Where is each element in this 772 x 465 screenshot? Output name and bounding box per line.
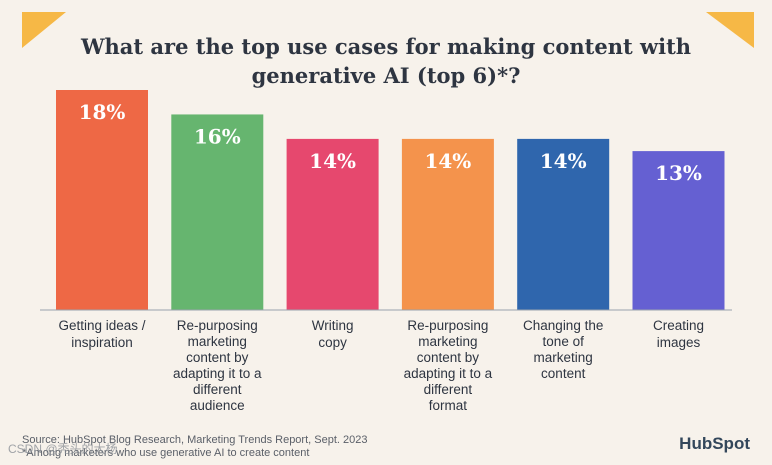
category-label-line: format xyxy=(429,398,468,413)
category-label-1: Getting ideas / inspiration xyxy=(58,318,145,350)
csdn-watermark: CSDN @秃头的大杨 xyxy=(8,442,118,456)
data-label-2: 16% xyxy=(194,124,241,148)
chart-title: What are the top use cases for making co… xyxy=(80,34,692,88)
data-label-5: 14% xyxy=(540,149,587,173)
category-label-line: marketing xyxy=(418,334,477,349)
category-label-line: tone of xyxy=(543,334,585,349)
category-label-line: inspiration xyxy=(71,335,133,350)
bar-4 xyxy=(401,138,494,310)
data-label-1: 18% xyxy=(79,100,126,124)
hubspot-logo: HubSpot xyxy=(679,434,750,453)
category-label-line: different xyxy=(424,382,473,397)
category-label-line: different xyxy=(193,382,242,397)
bar-3 xyxy=(286,138,379,310)
bar-5 xyxy=(517,138,610,310)
category-label-line: adapting it to a xyxy=(173,366,262,381)
category-label-line: copy xyxy=(318,335,347,350)
source-note: Source: HubSpot Blog Research, Marketing… xyxy=(22,434,367,460)
category-label-line: Writing xyxy=(312,318,354,333)
source-text: Source: HubSpot Blog Research, Marketing… xyxy=(22,434,368,446)
data-label-4: 14% xyxy=(424,149,471,173)
category-label-line: images xyxy=(657,335,701,350)
category-label-line: marketing xyxy=(188,334,247,349)
data-label-6: 13% xyxy=(655,161,702,185)
category-label-line: Re-purposing xyxy=(177,318,258,333)
category-label-5: Changing the tone of marketing content xyxy=(523,318,603,381)
category-label-line: Getting ideas / xyxy=(58,318,145,333)
category-label-line: content by xyxy=(186,350,249,365)
category-label-line: audience xyxy=(190,398,245,413)
category-label-line: content by xyxy=(417,350,480,365)
bar-2 xyxy=(171,114,264,310)
category-label-line: Changing the xyxy=(523,318,603,333)
data-label-3: 14% xyxy=(309,149,356,173)
corner-triangle-right xyxy=(706,12,754,48)
footnote-text: *Among marketers who use generative AI t… xyxy=(22,447,310,459)
category-label-6: Creating images xyxy=(653,318,704,350)
category-label-line: Creating xyxy=(653,318,704,333)
bar-1 xyxy=(56,90,148,310)
bar-6 xyxy=(632,151,725,310)
category-label-line: content xyxy=(541,366,586,381)
category-label-line: Re-purposing xyxy=(407,318,488,333)
category-label-4: Re-purposing marketing content by adapting … xyxy=(404,318,493,413)
category-label-3: Writing copy xyxy=(312,318,354,350)
category-label-line: marketing xyxy=(534,350,593,365)
bar-chart: 18% Getting ideas / inspiration 16% Re-purpo… xyxy=(40,90,732,413)
category-label-line: adapting it to a xyxy=(404,366,493,381)
corner-triangle-left xyxy=(22,12,66,48)
category-label-2: Re-purposing marketing content by adapting … xyxy=(173,318,262,413)
